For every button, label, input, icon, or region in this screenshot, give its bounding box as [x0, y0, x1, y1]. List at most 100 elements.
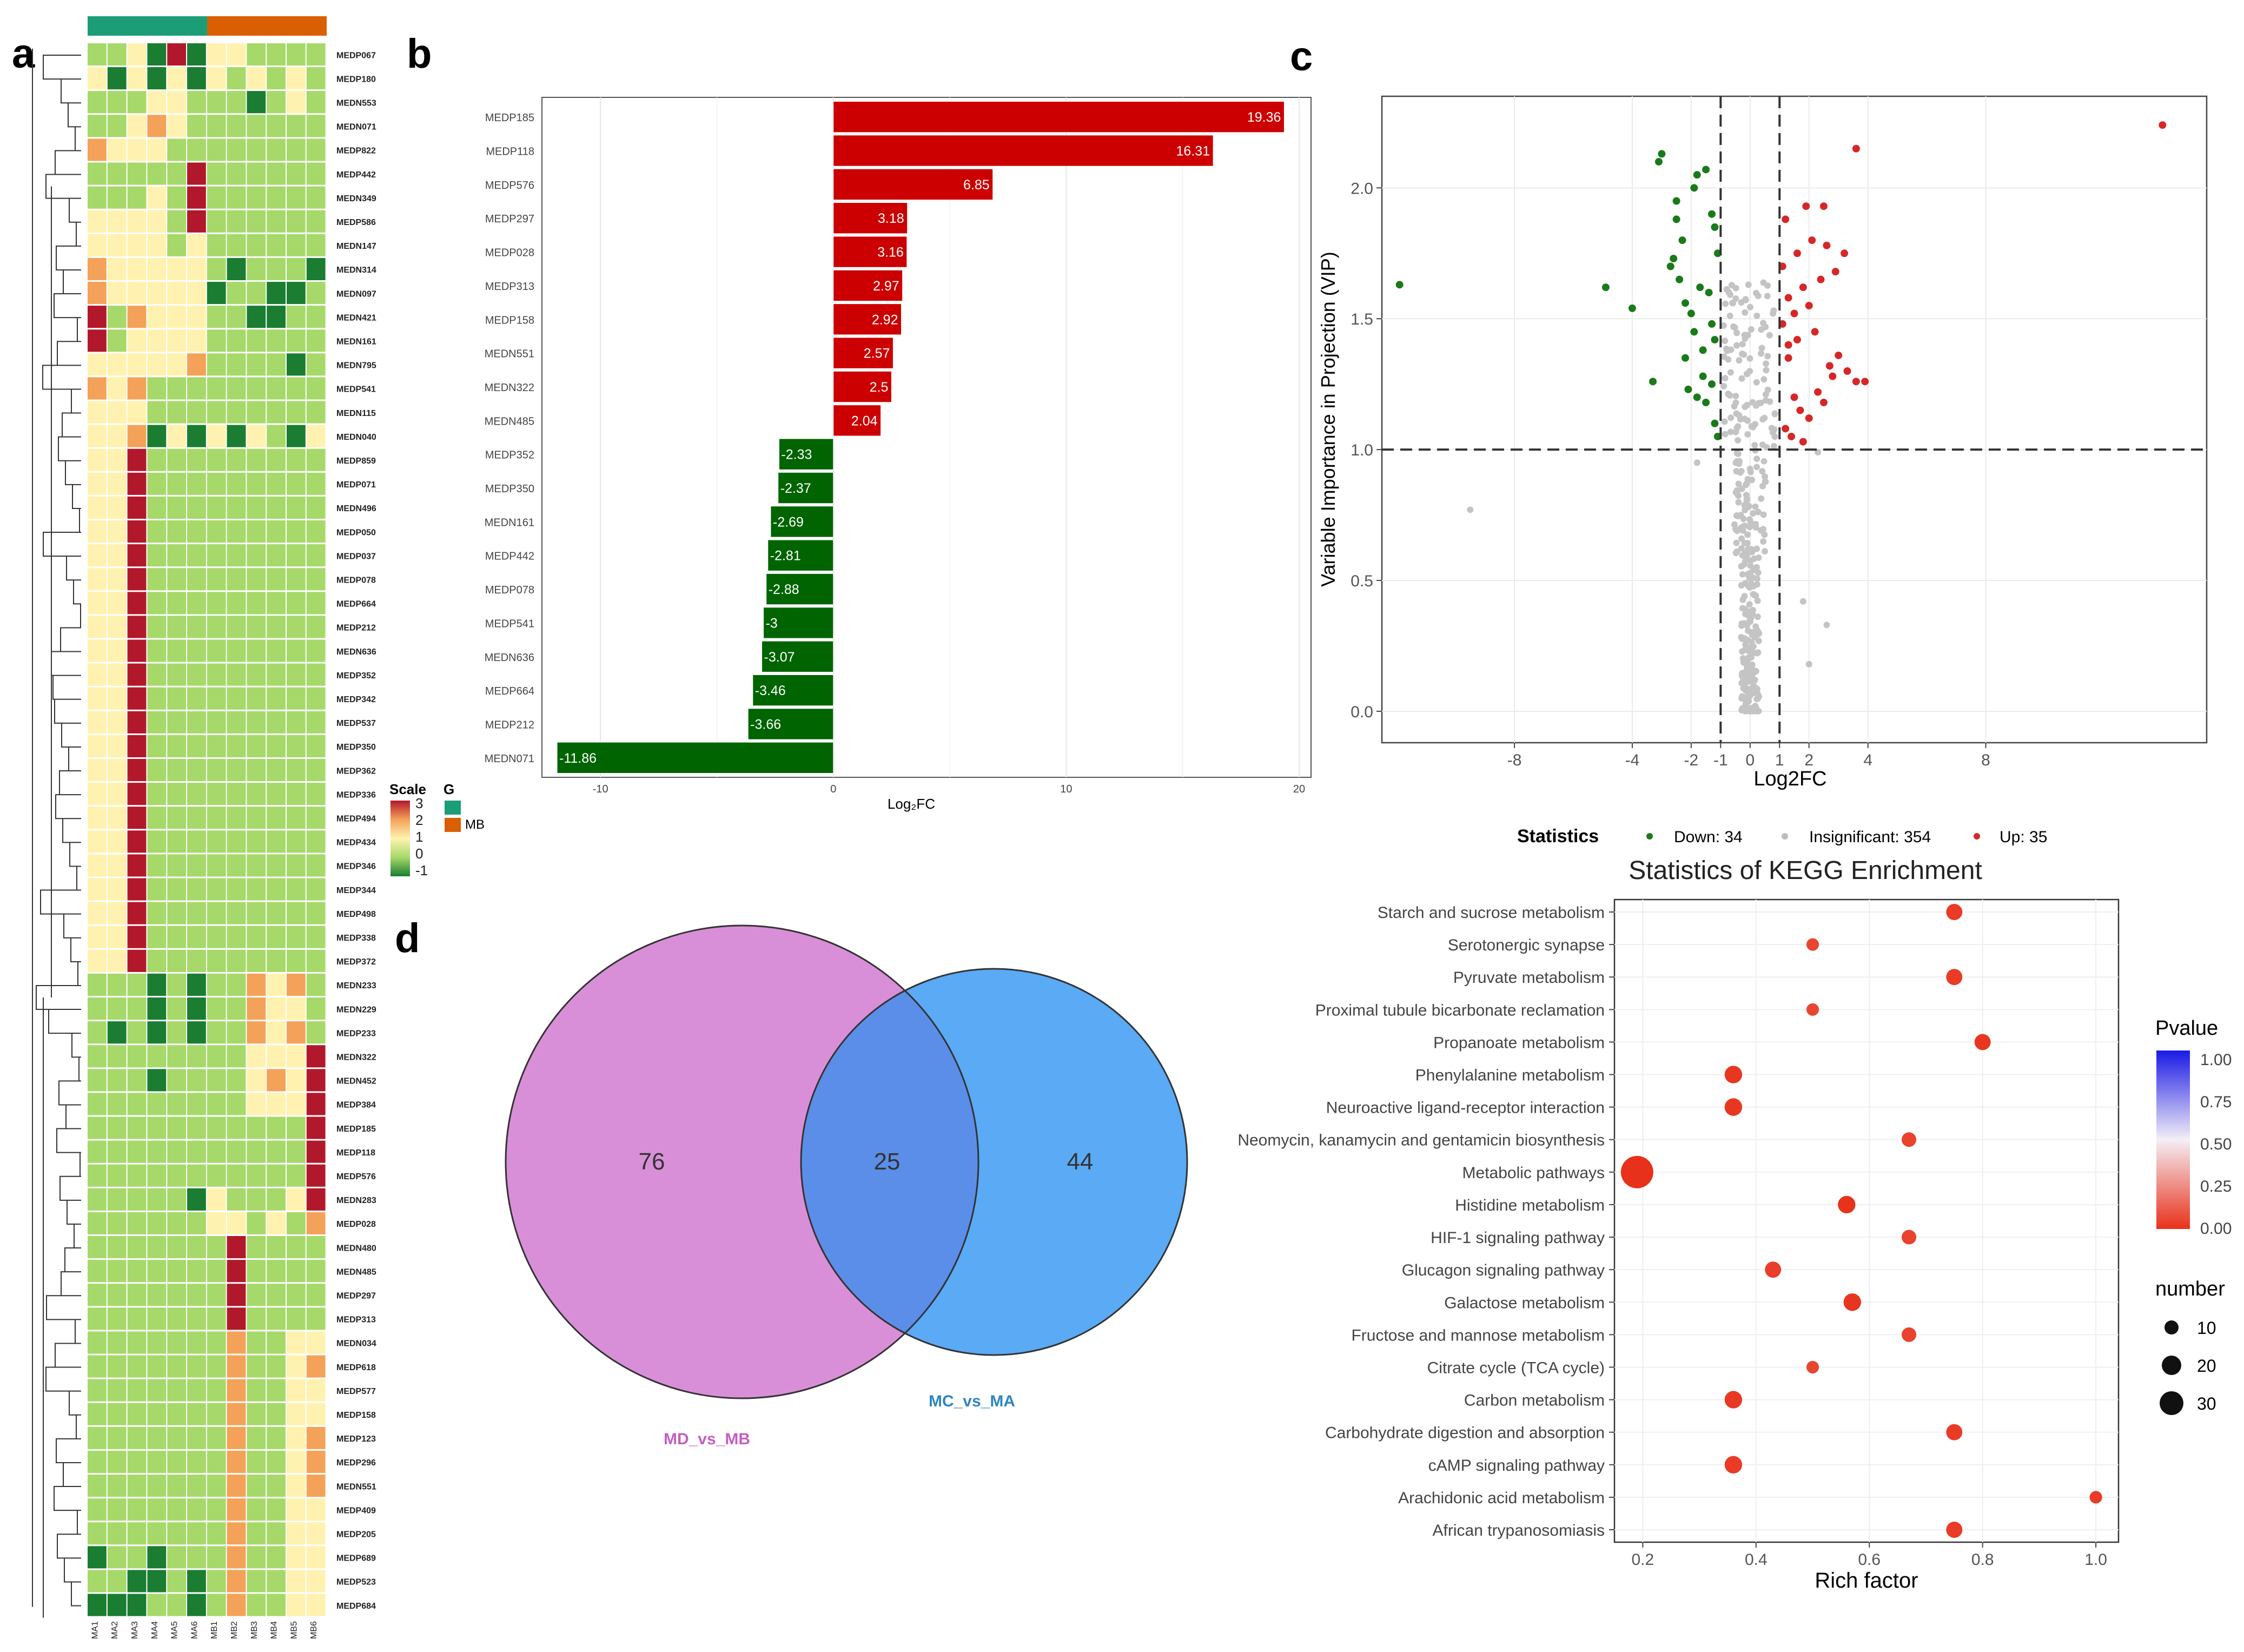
heatmap-cell — [267, 1331, 286, 1354]
heatmap-cell — [227, 568, 246, 591]
heatmap-cell — [267, 1498, 286, 1521]
heatmap-cell — [127, 830, 147, 853]
heatmap-cell — [247, 568, 266, 591]
volcano-point-insignificant — [1745, 654, 1752, 661]
heatmap-cell — [207, 1164, 226, 1187]
volcano-point-up — [1841, 249, 1849, 257]
volcano-point-insignificant — [1733, 425, 1740, 432]
heatmap-cell — [287, 830, 306, 853]
heatmap-cell — [267, 377, 286, 400]
volcano-point-insignificant — [1743, 492, 1750, 499]
volcano-point-insignificant — [1754, 690, 1761, 697]
heatmap-cell — [107, 830, 127, 853]
volcano-point-insignificant — [1742, 404, 1749, 411]
heatmap-cell — [306, 1164, 326, 1187]
heatmap-cell — [107, 949, 127, 972]
kegg-pathway-label: Citrate cycle (TCA cycle) — [1427, 1359, 1605, 1377]
heatmap-cell — [107, 1355, 127, 1378]
heatmap-cell — [227, 1164, 246, 1187]
heatmap-cell — [167, 1522, 186, 1545]
heatmap-cell — [207, 807, 226, 829]
heatmap-cell — [247, 1546, 266, 1569]
heatmap-cell — [287, 687, 306, 710]
volcano-point-insignificant — [1737, 416, 1744, 423]
bar — [833, 269, 903, 302]
heatmap-cell — [287, 807, 306, 829]
heatmap-cell — [88, 234, 107, 256]
volcano-point-insignificant — [1745, 698, 1752, 705]
heatmap-column-label: MB4 — [270, 1621, 279, 1639]
heatmap-cell — [107, 210, 127, 233]
heatmap-cell — [187, 973, 206, 996]
heatmap-cell — [147, 43, 167, 66]
bar-category-label: MEDP212 — [485, 719, 534, 731]
heatmap-cell — [287, 162, 306, 185]
heatmap-cell — [287, 306, 306, 328]
group-bar-ma — [88, 16, 207, 36]
heatmap-column-label: MA1 — [90, 1621, 100, 1639]
panel-letter-d: d — [395, 915, 420, 961]
heatmap-row-label: MEDN349 — [336, 194, 376, 203]
heatmap-row-label: MEDP067 — [336, 51, 376, 60]
heatmap-cell — [88, 1284, 107, 1306]
volcano-point-up — [1825, 362, 1833, 370]
heatmap-cell — [267, 43, 286, 66]
heatmap-cell — [227, 1116, 246, 1139]
kegg-dot — [1946, 1522, 1963, 1538]
heatmap-cell — [227, 1594, 246, 1616]
volcano-point-down — [1708, 320, 1716, 328]
heatmap-cell — [306, 448, 326, 471]
bar-value-label: 2.5 — [870, 380, 889, 395]
heatmap-cell — [107, 1570, 127, 1592]
heatmap-cell — [287, 1236, 306, 1259]
heatmap-cell — [287, 1069, 306, 1092]
heatmap-cell — [88, 1403, 107, 1425]
heatmap-cell — [306, 1260, 326, 1283]
heatmap-cell — [267, 448, 286, 471]
heatmap-cell — [247, 1570, 266, 1592]
heatmap-cell — [227, 949, 246, 972]
volcano-point-down — [1658, 150, 1666, 158]
heatmap-cell — [88, 639, 107, 662]
heatmap-cell — [167, 1140, 186, 1163]
heatmap-cell — [147, 91, 167, 114]
bar-value-label: -3.07 — [764, 650, 795, 665]
heatmap-cell — [306, 186, 326, 209]
heatmap-row-label: MEDP434 — [336, 838, 376, 848]
bar-value-label: 2.92 — [872, 312, 898, 327]
heatmap-cell — [247, 353, 266, 376]
heatmap-cell — [247, 663, 266, 686]
heatmap-cell — [227, 67, 246, 90]
heatmap-cell — [247, 1284, 266, 1306]
heatmap-cell — [88, 1570, 107, 1592]
kegg-pathway-label: Carbohydrate digestion and absorption — [1325, 1424, 1605, 1442]
volcano-point-down — [1666, 262, 1674, 270]
volcano-point-insignificant — [1751, 441, 1758, 448]
volcano-point-insignificant — [1747, 326, 1755, 333]
kegg-pathway-label: Arachidonic acid metabolism — [1398, 1489, 1605, 1507]
volcano-point-insignificant — [1753, 464, 1760, 471]
heatmap-cell — [127, 687, 147, 710]
heatmap-cell — [227, 1570, 246, 1592]
heatmap-cell — [107, 1546, 127, 1569]
heatmap-cell — [207, 1212, 226, 1234]
heatmap-cell — [287, 544, 306, 567]
heatmap-cell — [287, 997, 306, 1020]
heatmap-cell — [287, 759, 306, 782]
heatmap-cell — [187, 902, 206, 924]
heatmap-cell — [267, 1522, 286, 1545]
heatmap-cell — [306, 735, 326, 757]
volcano-point-down — [1687, 309, 1695, 318]
bar-x-tick-label: 20 — [1293, 783, 1305, 795]
heatmap-cell — [247, 616, 266, 638]
heatmap-cell — [127, 1546, 147, 1569]
heatmap-cell — [227, 448, 246, 471]
heatmap-cell — [287, 520, 306, 543]
heatmap-column-label: MB6 — [309, 1621, 319, 1639]
heatmap-cell — [306, 807, 326, 829]
heatmap-cell — [227, 91, 246, 114]
heatmap-cell — [107, 1284, 127, 1306]
volcano-point-down — [1693, 171, 1701, 179]
heatmap-cell — [187, 1021, 206, 1044]
